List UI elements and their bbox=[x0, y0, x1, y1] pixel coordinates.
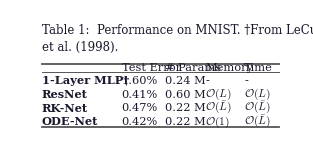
Text: -: - bbox=[244, 76, 248, 86]
Text: 0.24 M: 0.24 M bbox=[165, 76, 206, 86]
Text: Test Error: Test Error bbox=[121, 63, 181, 73]
Text: 1.60%: 1.60% bbox=[121, 76, 158, 86]
Text: ODE-Net: ODE-Net bbox=[42, 116, 98, 127]
Text: $\mathcal{O}(\bar{L})$: $\mathcal{O}(\bar{L})$ bbox=[244, 100, 271, 116]
Text: 0.41%: 0.41% bbox=[121, 90, 158, 100]
Text: RK-Net: RK-Net bbox=[42, 103, 88, 114]
Text: $\mathcal{O}(L)$: $\mathcal{O}(L)$ bbox=[205, 87, 232, 102]
Text: ResNet: ResNet bbox=[42, 89, 87, 100]
Text: $\mathcal{O}(\bar{L})$: $\mathcal{O}(\bar{L})$ bbox=[205, 100, 232, 116]
Text: 0.22 M: 0.22 M bbox=[165, 103, 206, 113]
Text: 0.42%: 0.42% bbox=[121, 117, 158, 127]
Text: Memory: Memory bbox=[205, 63, 253, 73]
Text: -: - bbox=[205, 76, 209, 86]
Text: # Params: # Params bbox=[165, 63, 221, 73]
Text: $\mathcal{O}(\bar{L})$: $\mathcal{O}(\bar{L})$ bbox=[244, 114, 271, 130]
Text: $\mathcal{O}(1)$: $\mathcal{O}(1)$ bbox=[205, 114, 230, 129]
Text: 0.47%: 0.47% bbox=[121, 103, 158, 113]
Text: 1-Layer MLP†: 1-Layer MLP† bbox=[42, 75, 129, 86]
Text: 0.60 M: 0.60 M bbox=[165, 90, 206, 100]
Text: Time: Time bbox=[244, 63, 273, 73]
Text: 0.22 M: 0.22 M bbox=[165, 117, 206, 127]
Text: Table 1:  Performance on MNIST. †From LeCun
et al. (1998).: Table 1: Performance on MNIST. †From LeC… bbox=[42, 24, 313, 54]
Text: $\mathcal{O}(L)$: $\mathcal{O}(L)$ bbox=[244, 87, 271, 102]
